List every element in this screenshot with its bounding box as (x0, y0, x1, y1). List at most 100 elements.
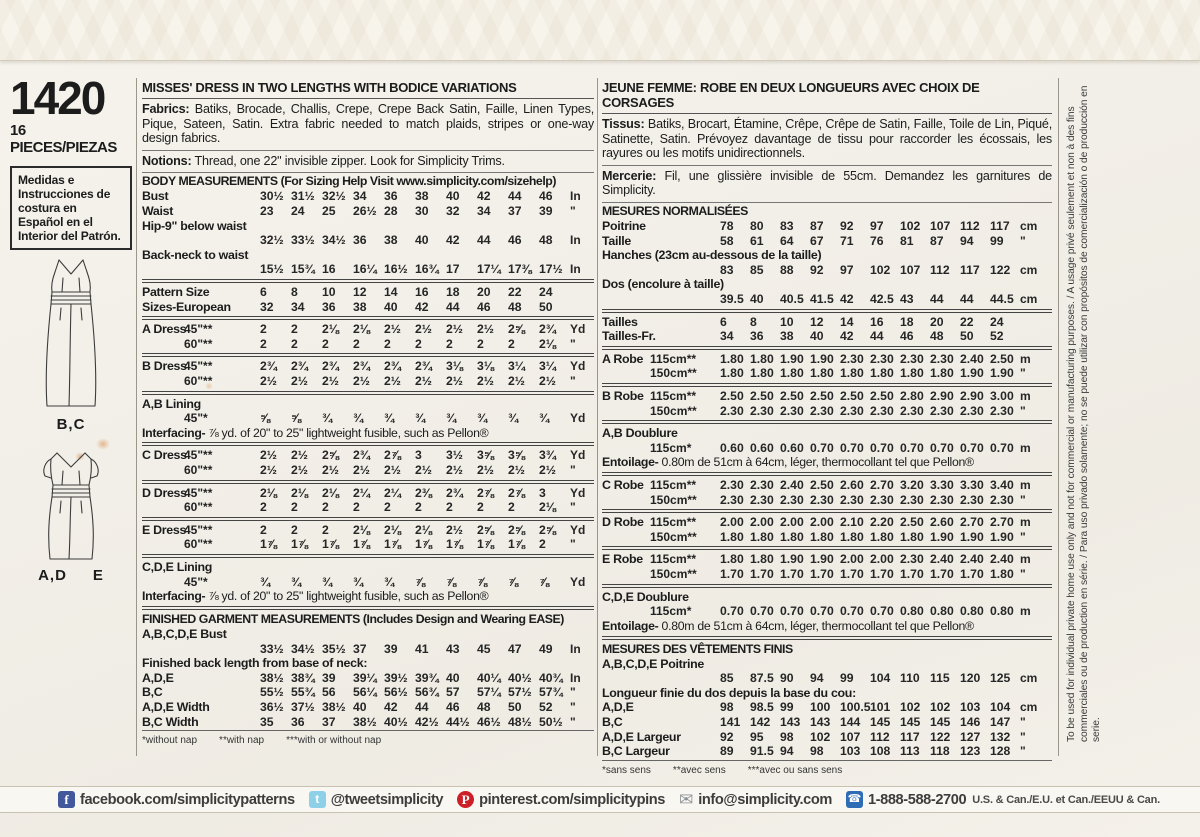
table-cell (142, 411, 184, 426)
french-fabrics: Tissus: Batiks, Brocart, Étamine, Crêpe,… (602, 114, 1052, 166)
table-cell: 2½ (260, 373, 277, 388)
table-cell: 2.30 (750, 492, 774, 507)
table-cell: 3.20 (900, 478, 924, 493)
table-cell: " (570, 685, 576, 700)
table-cell: 2½ (539, 373, 556, 388)
table-cell: m (1020, 440, 1031, 455)
table-cell: 2⅞ (508, 485, 525, 500)
table-cell: 20 (930, 314, 944, 329)
table-rule (142, 278, 594, 283)
table-cell: " (1020, 529, 1026, 544)
table-cell: 1.70 (810, 567, 834, 582)
table-cell: 101 (870, 700, 891, 715)
table-cell: 2.30 (780, 403, 804, 418)
table-cell: 83 (780, 218, 794, 233)
table-cell: 1.80 (750, 552, 774, 567)
table-cell: B,C Width (142, 714, 199, 729)
table-cell: 42 (384, 700, 398, 714)
table-cell: 34 (291, 299, 305, 314)
table-cell: 61 (750, 233, 764, 248)
table-cell: 38 (780, 329, 794, 344)
email-address: info@simplicity.com (698, 791, 832, 808)
table-cell: 36 (750, 329, 764, 344)
footnote-item: *sans sens (602, 764, 651, 776)
table-cell: 2⅛ (539, 336, 556, 351)
tissus-text: Batiks, Brocart, Étamine, Crêpe, Crêpe d… (602, 117, 1052, 161)
table-row-label: A,B Doublure (602, 426, 678, 441)
table-cell: 2 (384, 500, 391, 515)
table-cell: 39.5 (720, 291, 744, 306)
email-link[interactable]: ✉ info@simplicity.com (679, 791, 832, 808)
table-cell: 2 (260, 322, 267, 337)
table-row: Waist 23 24 25 26½ 28 30 32 34 37 39 " (142, 204, 594, 219)
column-divider (597, 78, 598, 756)
table-cell: 2.30 (960, 492, 984, 507)
table-cell: 2½ (384, 373, 401, 388)
table-cell: 102 (810, 729, 831, 744)
table-cell: 3.30 (960, 478, 984, 493)
phone-contact[interactable]: ☎ 1-888-588-2700 U.S. & Can./E.U. et Can… (845, 791, 1160, 808)
pinterest-url: pinterest.com/simplicitypins (479, 791, 666, 808)
table-cell: 143 (810, 715, 831, 729)
facebook-url: facebook.com/simplicitypatterns (80, 791, 295, 808)
table-cell: ¾ (384, 574, 395, 589)
table-cell: 2¾ (353, 448, 370, 463)
table-cell: 145 (900, 715, 921, 729)
table-cell: 39½ (384, 670, 408, 685)
table-cell: 46 (508, 233, 522, 248)
pinterest-link[interactable]: P pinterest.com/simplicitypins (457, 791, 665, 808)
table-rule (602, 546, 1052, 551)
table-cell: 14 (384, 284, 398, 299)
table-cell: 91.5 (750, 744, 774, 759)
view-label-short: A,D E (10, 567, 132, 584)
table-cell: Sizes-European (142, 299, 231, 314)
table-cell: cm (1020, 218, 1038, 233)
table-cell: 1.70 (780, 567, 804, 582)
spanish-note-box: Medidas e Instrucciones de costura en Es… (10, 166, 132, 250)
table-row: 15½ 15¾ 16 16¼ 16½ 16¾ 17 17¼ 17⅜ 17½ In (142, 262, 594, 277)
table-cell: " (1020, 403, 1026, 418)
footer-contact-bar: f facebook.com/simplicitypatterns t @twe… (0, 786, 1200, 813)
table-cell: 60"** (184, 463, 213, 478)
table-cell: 50 (539, 299, 553, 314)
table-cell: 92 (720, 729, 734, 744)
footnote-item: **avec sens (672, 764, 726, 776)
notions-text: Thread, one 22" invisible zipper. Look f… (191, 153, 505, 168)
table-cell: 0.80 (990, 604, 1014, 619)
table-row: Sizes-European 32 34 36 38 40 42 44 46 48 50 (142, 300, 594, 315)
table-cell: 2½ (291, 373, 308, 388)
column-divider (1058, 78, 1059, 756)
table-cell: 115cm** (650, 388, 697, 403)
table-cell: 56¼ (353, 685, 377, 700)
table-cell: 2⅝ (322, 448, 339, 463)
table-rule (602, 759, 1052, 763)
table-cell: 1.90 (810, 351, 834, 366)
table-cell: 25 (322, 203, 336, 218)
table-cell: 34½ (322, 233, 346, 248)
table-cell: 1.90 (780, 552, 804, 567)
table-cell: 85 (750, 262, 764, 277)
table-cell: B,C (142, 685, 163, 700)
table-cell: ⅝ (260, 411, 271, 426)
twitter-link[interactable]: t @tweetsimplicity (308, 791, 444, 808)
table-cell: 98 (810, 744, 824, 759)
table-cell: 12 (810, 314, 824, 329)
french-notions: Mercerie: Fil, une glissière invisible d… (602, 166, 1052, 203)
table-cell: 2½ (415, 322, 432, 337)
table-cell: 1.80 (990, 567, 1014, 582)
table-cell: 144 (840, 715, 861, 729)
table-cell: 38 (415, 189, 429, 204)
table-cell: 1.80 (930, 366, 954, 381)
table-cell (570, 300, 596, 315)
table-cell: 107 (840, 729, 861, 744)
table-cell: 2½ (446, 463, 463, 478)
table-cell (650, 219, 720, 234)
facebook-link[interactable]: f facebook.com/simplicitypatterns (58, 791, 295, 808)
table-cell: 50½ (539, 714, 563, 729)
table-cell: 45"* (184, 574, 208, 589)
phone-icon: ☎ (845, 791, 863, 808)
table-cell: " (1020, 492, 1026, 507)
table-cell (142, 575, 184, 590)
table-cell: 3⅝ (477, 448, 494, 463)
